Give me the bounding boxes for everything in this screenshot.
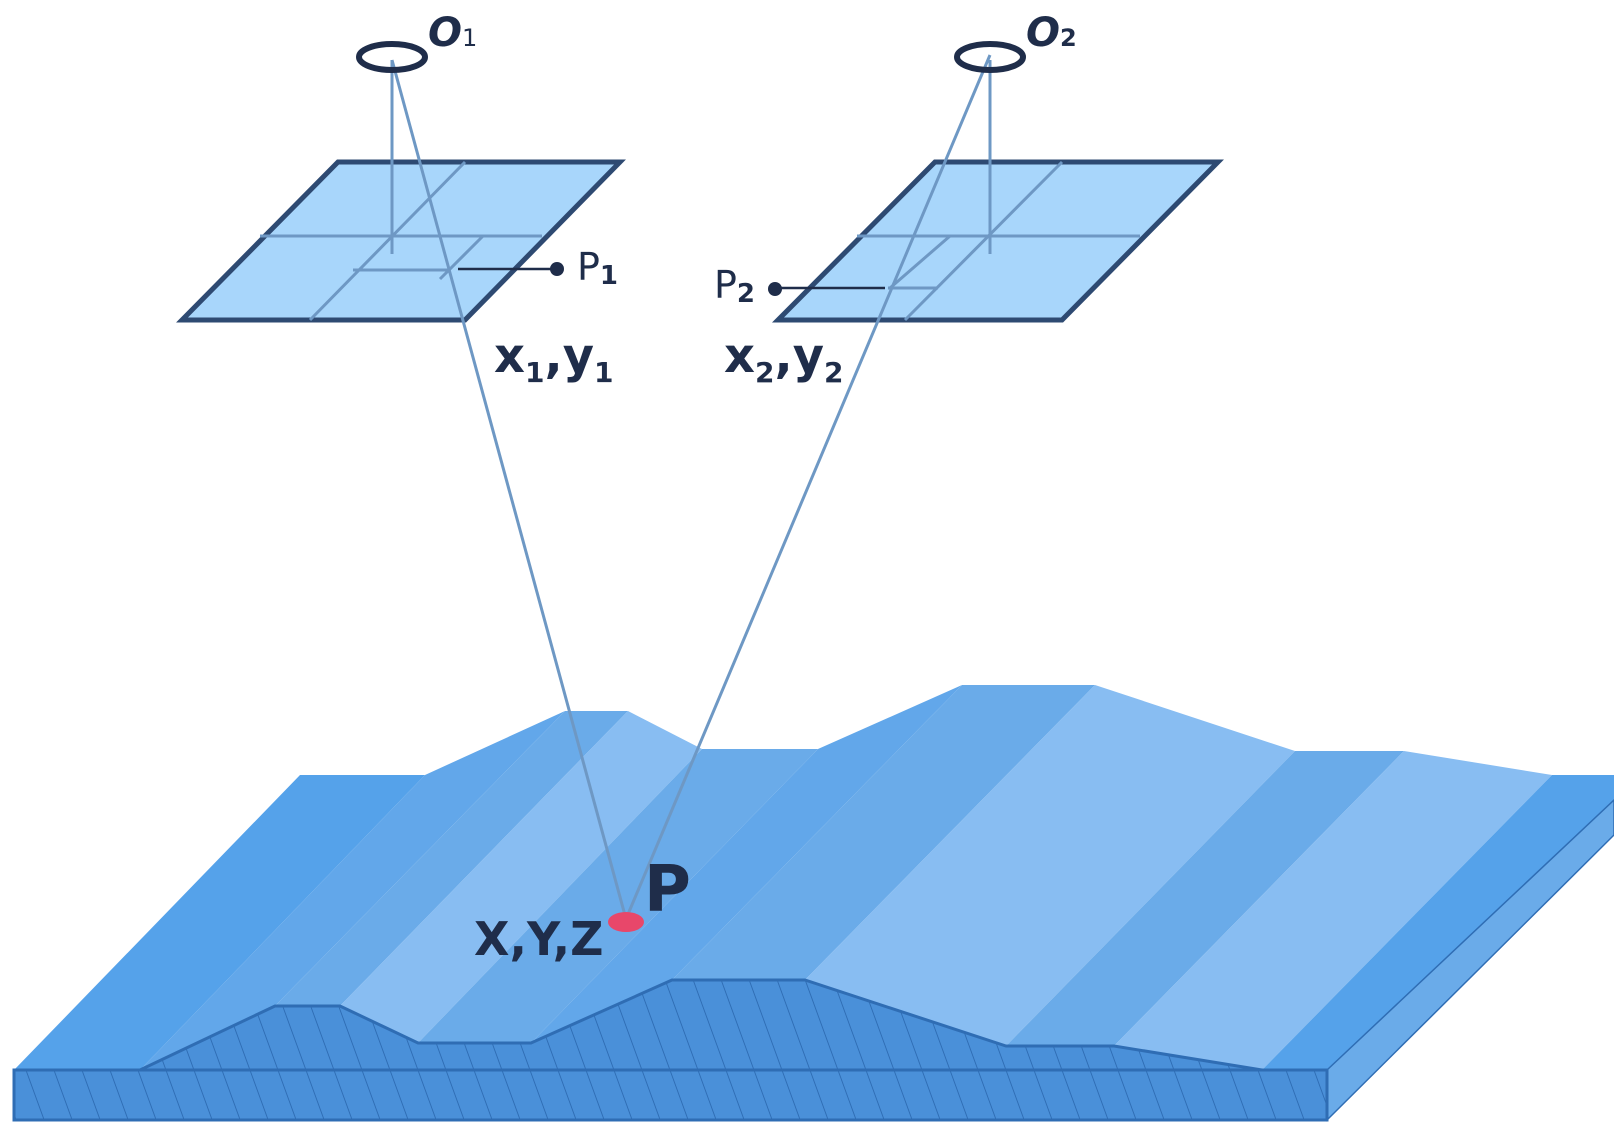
image-coords-1-label: x1,y1: [494, 328, 613, 389]
terrain: [12, 685, 1614, 1122]
ground-coords-label: X,Y,Z: [474, 912, 603, 966]
frame-grid-line: [889, 234, 951, 290]
frame-grid-line: [438, 234, 485, 281]
image-plane-2: [771, 159, 1224, 323]
terrain-cross-section: [12, 978, 1329, 1122]
terrain-strip: [275, 711, 628, 1006]
camera2-label: O2: [1026, 10, 1077, 56]
image-point-1-label: P1: [577, 245, 618, 291]
terrain-strip: [531, 685, 962, 1043]
camera-lens-1: [356, 41, 428, 73]
terrain-strip: [14, 775, 425, 1070]
terrain-strip: [1006, 751, 1404, 1046]
terrain-strip: [418, 749, 818, 1043]
terrain-strip: [1262, 775, 1614, 1070]
terrain-strip: [805, 685, 1295, 1046]
image-coords-2-label: x2,y2: [724, 328, 843, 389]
image-point-2-label: P2: [714, 263, 755, 309]
image-plane-1: [176, 159, 626, 323]
terrain-strip: [140, 711, 565, 1070]
p1-marker-dot: [550, 262, 564, 276]
image-frame-1: [176, 159, 626, 323]
frame-grid-line: [308, 160, 467, 322]
camera1-label: O1: [428, 10, 477, 56]
terrain-strip: [672, 685, 1095, 980]
ray-1: [390, 59, 628, 920]
ground-point-label: P: [644, 853, 691, 927]
terrain-strip: [340, 711, 702, 1043]
camera-lens-2: [954, 41, 1026, 73]
ground-point-marker: [608, 912, 644, 932]
p2-marker-dot: [768, 282, 782, 296]
image-frame-2: [771, 159, 1224, 323]
terrain-strip: [1114, 751, 1552, 1070]
ray-2: [624, 54, 992, 920]
frame-grid-line: [903, 160, 1064, 322]
